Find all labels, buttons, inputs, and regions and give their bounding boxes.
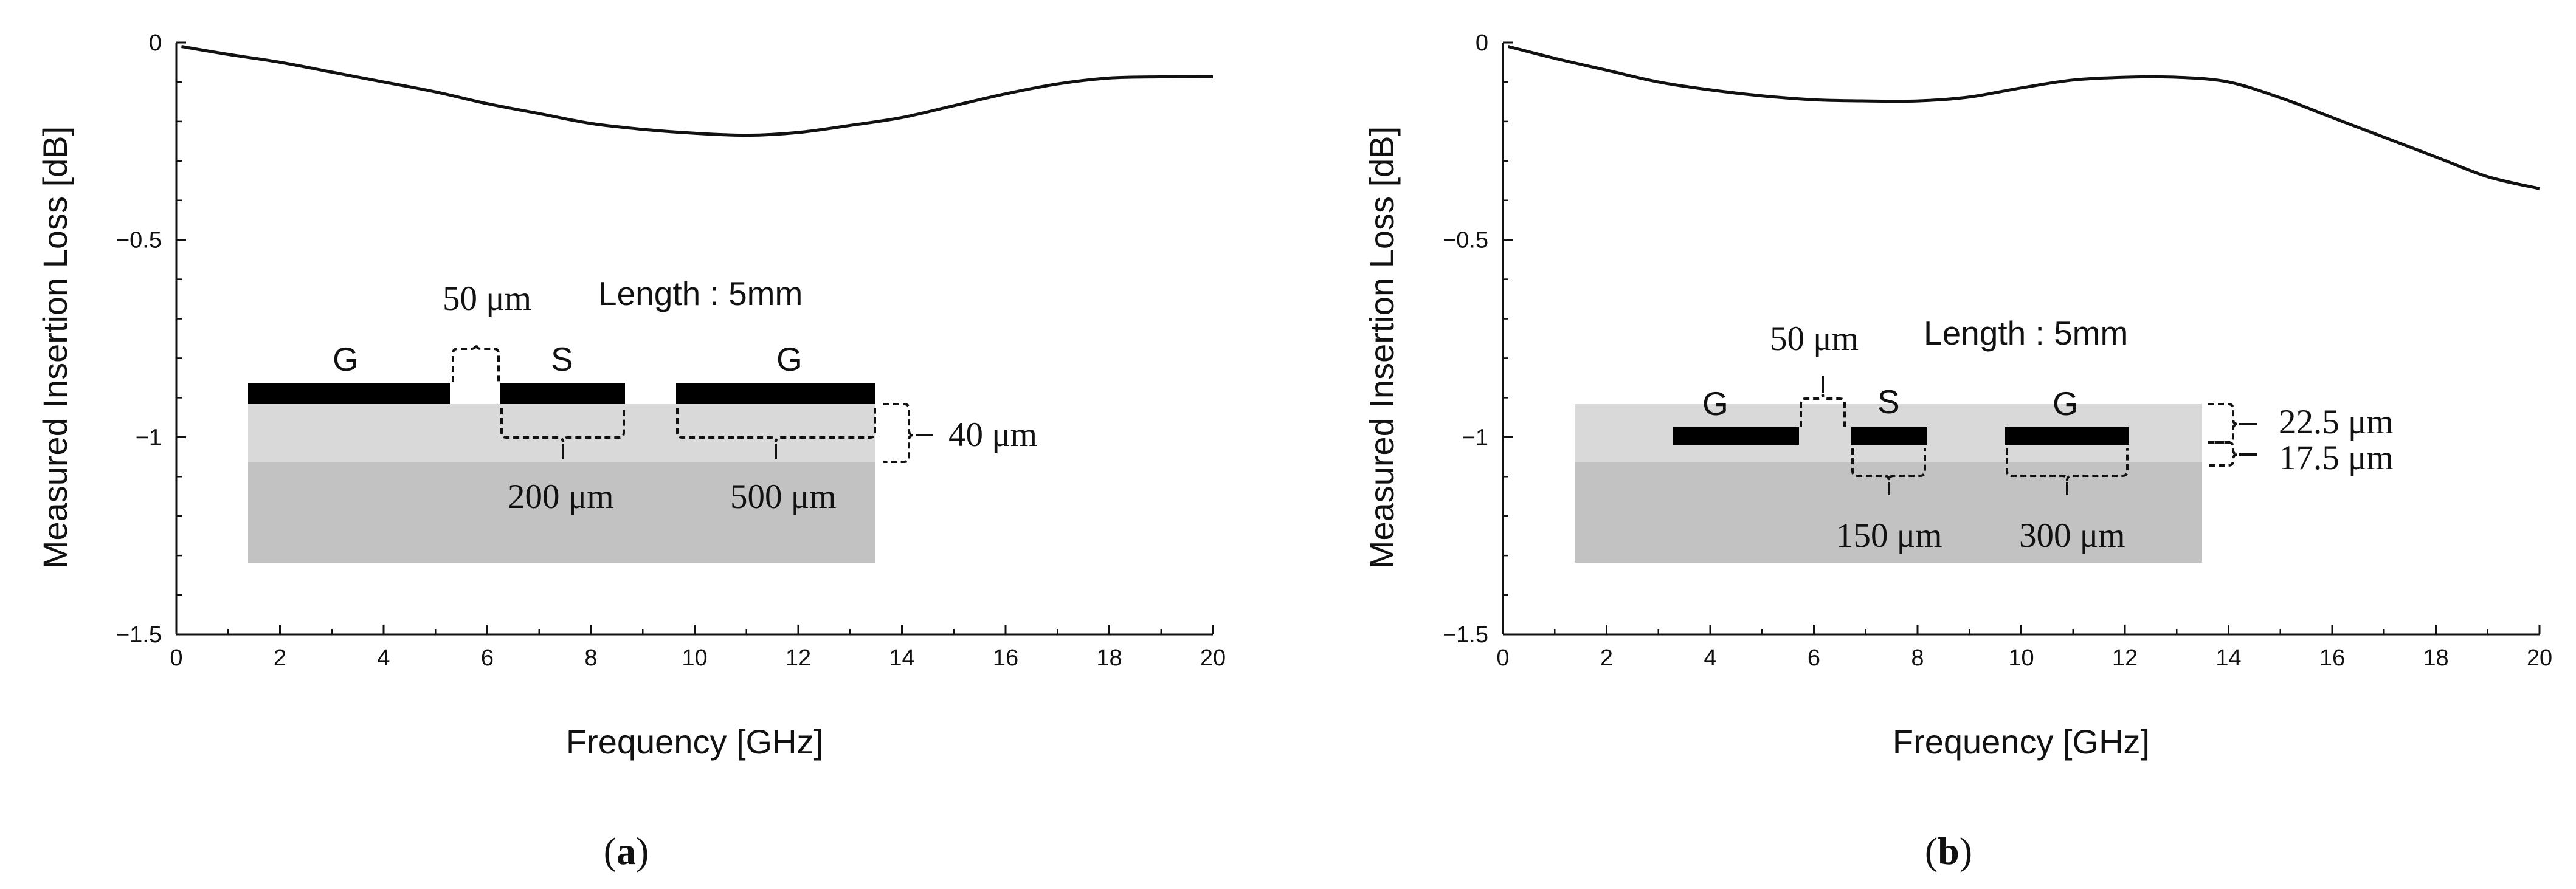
signal-width-bracket bbox=[1851, 448, 1926, 481]
series-line bbox=[1507, 45, 2540, 190]
x-axis-title: Frequency [GHz] bbox=[566, 723, 823, 761]
x-tick-label: 18 bbox=[1096, 645, 1122, 671]
y-axis-title: Measured Insertion Loss [dB] bbox=[1362, 126, 1401, 569]
length-label: Length : 5mm bbox=[1924, 314, 2128, 352]
ground-width-label: 300 μm bbox=[2019, 517, 2125, 555]
ground-width-bracket bbox=[2006, 448, 2129, 481]
ground-electrode-right bbox=[676, 383, 875, 404]
x-tick-label: 0 bbox=[170, 645, 182, 671]
y-tick-label: −1 bbox=[136, 425, 162, 450]
ground-left-label: G bbox=[1702, 385, 1728, 422]
y-tick-label: −1.5 bbox=[1443, 622, 1488, 648]
thickness-bracket bbox=[883, 403, 914, 463]
lower-thickness-bracket bbox=[2208, 441, 2239, 467]
x-tick-label: 2 bbox=[1600, 645, 1613, 671]
gap-label: 50 μm bbox=[1770, 320, 1859, 358]
y-tick-label: −1 bbox=[1462, 425, 1488, 450]
y-tick-label: 0 bbox=[149, 30, 162, 56]
x-tick-label: 8 bbox=[1911, 645, 1924, 671]
signal-label: S bbox=[551, 340, 573, 378]
gap-bracket bbox=[1800, 393, 1846, 427]
caption-a-letter: a bbox=[616, 829, 636, 873]
ground-right-label: G bbox=[776, 340, 803, 378]
x-tick-label: 12 bbox=[786, 645, 811, 671]
lower-thickness-label: 17.5 μm bbox=[2279, 439, 2394, 477]
y-tick-label: −0.5 bbox=[116, 228, 162, 253]
ground-electrode-left bbox=[1673, 427, 1799, 445]
x-tick-label: 20 bbox=[1200, 645, 1226, 671]
x-tick-label: 6 bbox=[1808, 645, 1820, 671]
x-axis-title: Frequency [GHz] bbox=[1893, 723, 2150, 761]
inset-cpw-cross-section-a: Length : 5mm 50 μm G S G 200 μm 500 μm 4… bbox=[248, 275, 1037, 563]
caption-a: (a) bbox=[604, 829, 649, 873]
x-tick-label: 8 bbox=[584, 645, 597, 671]
x-tick-label: 0 bbox=[1496, 645, 1509, 671]
ground-left-label: G bbox=[333, 340, 359, 378]
ground-right-label: G bbox=[2053, 385, 2079, 422]
caption-b: (b) bbox=[1925, 829, 1972, 873]
caption-b-letter: b bbox=[1938, 829, 1960, 873]
signal-width-bracket bbox=[500, 408, 625, 443]
y-tick-label: −1.5 bbox=[116, 622, 162, 648]
signal-electrode bbox=[1851, 427, 1927, 445]
y-tick-label: 0 bbox=[1476, 30, 1488, 56]
x-tick-label: 18 bbox=[2423, 645, 2448, 671]
signal-width-label: 150 μm bbox=[1836, 517, 1942, 555]
chart-b: 0 2 4 6 8 10 12 14 16 18 20 0 −0.5 −1 −1.5 Frequency [G… bbox=[1362, 30, 2552, 761]
x-tick-label: 16 bbox=[993, 645, 1018, 671]
gap-label: 50 μm bbox=[443, 280, 531, 318]
x-tick-label: 14 bbox=[2215, 645, 2241, 671]
upper-thickness-bracket bbox=[2208, 403, 2239, 444]
x-tick-label: 6 bbox=[481, 645, 494, 671]
x-tick-label: 10 bbox=[2008, 645, 2034, 671]
signal-width-label: 200 μm bbox=[508, 478, 614, 516]
x-tick-label: 14 bbox=[889, 645, 914, 671]
x-tick-label: 4 bbox=[377, 645, 390, 671]
signal-label: S bbox=[1877, 383, 1900, 420]
y-axis-title: Measured Insertion Loss [dB] bbox=[36, 126, 74, 569]
ground-width-label: 500 μm bbox=[730, 478, 837, 516]
x-tick-label: 12 bbox=[2112, 645, 2138, 671]
substrate-lower-layer bbox=[248, 462, 875, 563]
x-tick-label: 10 bbox=[682, 645, 707, 671]
ground-width-bracket bbox=[676, 408, 876, 443]
length-label: Length : 5mm bbox=[598, 275, 803, 312]
signal-electrode bbox=[500, 383, 625, 404]
x-tick-label: 20 bbox=[2527, 645, 2552, 671]
series-line bbox=[181, 45, 1214, 137]
x-tick-label: 4 bbox=[1704, 645, 1716, 671]
upper-thickness-label: 22.5 μm bbox=[2279, 403, 2394, 441]
panel-b: 0 2 4 6 8 10 12 14 16 18 20 0 −0.5 −1 −1.5 Frequency [G… bbox=[1362, 30, 2552, 873]
inset-cpw-cross-section-b: Length : 5mm 50 μm G S G 150 μm 300 μm 2… bbox=[1575, 314, 2394, 563]
ground-electrode-right bbox=[2005, 427, 2129, 445]
chart-a: 0 2 4 6 8 10 12 14 16 18 20 0 −0.5 −1 −1.5 Frequency [G… bbox=[36, 30, 1226, 761]
gap-bracket bbox=[452, 343, 500, 382]
x-tick-label: 2 bbox=[274, 645, 286, 671]
thickness-label: 40 μm bbox=[948, 416, 1037, 454]
y-tick-label: −0.5 bbox=[1443, 228, 1488, 253]
ground-electrode-left bbox=[248, 383, 450, 404]
panel-a: 0 2 4 6 8 10 12 14 16 18 20 0 −0.5 −1 −1.5 Frequency [G… bbox=[36, 30, 1226, 873]
x-tick-label: 16 bbox=[2319, 645, 2345, 671]
